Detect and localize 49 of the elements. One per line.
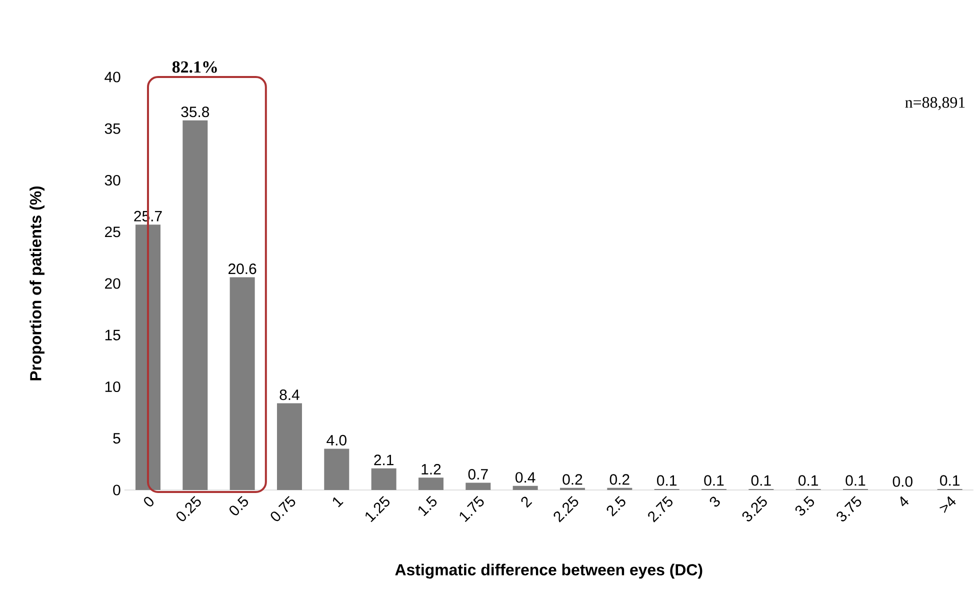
x-tick-label: 3.5: [795, 496, 814, 516]
y-axis-title: Proportion of patients (%): [30, 186, 44, 380]
y-tick-label: 10: [105, 381, 120, 392]
data-label: 2.1: [374, 454, 394, 466]
x-tick-label: 2: [521, 496, 532, 508]
data-label: 0.1: [704, 475, 724, 486]
data-label: 0.1: [657, 475, 676, 486]
bar: [371, 468, 396, 490]
bar: [276, 403, 302, 490]
y-tick-label: 0: [113, 484, 120, 496]
bar: [182, 120, 208, 490]
x-tick-label: >4: [939, 496, 956, 513]
data-label: 0.1: [798, 475, 818, 486]
data-label: 0.0: [892, 476, 912, 487]
bar: [324, 448, 350, 490]
x-axis-title: Astigmatic difference between eyes (DC): [395, 564, 702, 579]
bar: [418, 478, 444, 490]
data-label: 0.7: [468, 468, 488, 480]
data-label: 1.2: [422, 464, 441, 474]
y-tick-label: 30: [104, 174, 120, 186]
annotation: n=88,891: [905, 97, 965, 110]
data-label: 0.1: [751, 475, 771, 486]
data-label: 0.2: [562, 474, 582, 485]
x-tick-label: 0.5: [230, 496, 248, 516]
x-tick-label: 2.5: [606, 496, 626, 517]
data-label: 0.1: [940, 475, 960, 486]
bar: [135, 224, 160, 490]
x-tick-label: 1.5: [418, 496, 437, 516]
y-tick-label: 25: [105, 226, 120, 238]
y-tick-label: 40: [104, 72, 120, 82]
data-label: 0.2: [610, 474, 630, 485]
y-tick-label: 5: [113, 433, 120, 444]
data-label: 4.0: [326, 434, 346, 446]
y-tick-label: 15: [105, 330, 120, 340]
bar: [512, 486, 538, 490]
data-label: 0.1: [846, 475, 866, 486]
data-label: 35.8: [181, 106, 210, 118]
x-tick-label: 4: [900, 496, 909, 506]
x-tick-label: 0: [144, 496, 154, 506]
data-label: 20.6: [228, 264, 256, 274]
bar: [466, 482, 491, 490]
x-tick-label: 1: [332, 497, 344, 508]
data-label: 0.4: [516, 472, 536, 483]
y-tick-label: 20: [105, 278, 120, 289]
y-tick-label: 35: [104, 123, 120, 134]
text: 82.1%: [172, 61, 217, 73]
bar: [230, 277, 255, 490]
x-tick-label: 3: [710, 496, 720, 507]
data-label: 8.4: [280, 389, 300, 400]
